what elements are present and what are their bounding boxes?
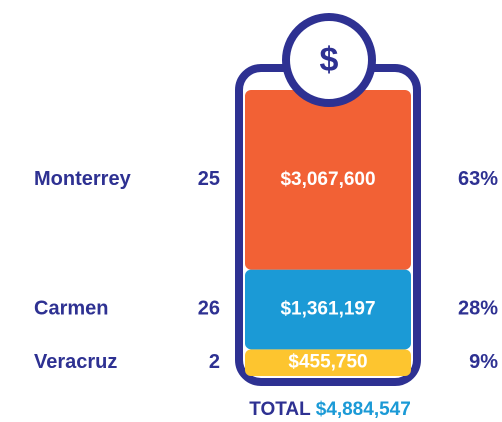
segment-label: $455,750 — [288, 352, 367, 373]
category-label: Monterrey — [34, 168, 132, 190]
total-label: TOTAL — [249, 399, 311, 420]
category-label: Veracruz — [34, 351, 117, 373]
count-label: 25 — [198, 168, 220, 190]
segments — [245, 90, 411, 376]
total-value: $4,884,547 — [316, 399, 411, 420]
coin — [282, 13, 376, 107]
percent-label: 63% — [458, 168, 498, 190]
count-label: 2 — [209, 351, 220, 373]
percent-label: 9% — [469, 351, 498, 373]
total: TOTAL $4,884,547 — [249, 399, 411, 420]
percent-label: 28% — [458, 298, 498, 320]
segment-label: $1,361,197 — [280, 298, 375, 319]
category-label: Carmen — [34, 298, 108, 320]
segment — [245, 349, 411, 376]
count-label: 26 — [198, 298, 220, 320]
segment — [245, 90, 411, 270]
segment — [245, 269, 411, 350]
coin-icon: $ — [320, 41, 339, 79]
segment-label: $3,067,600 — [280, 169, 375, 190]
